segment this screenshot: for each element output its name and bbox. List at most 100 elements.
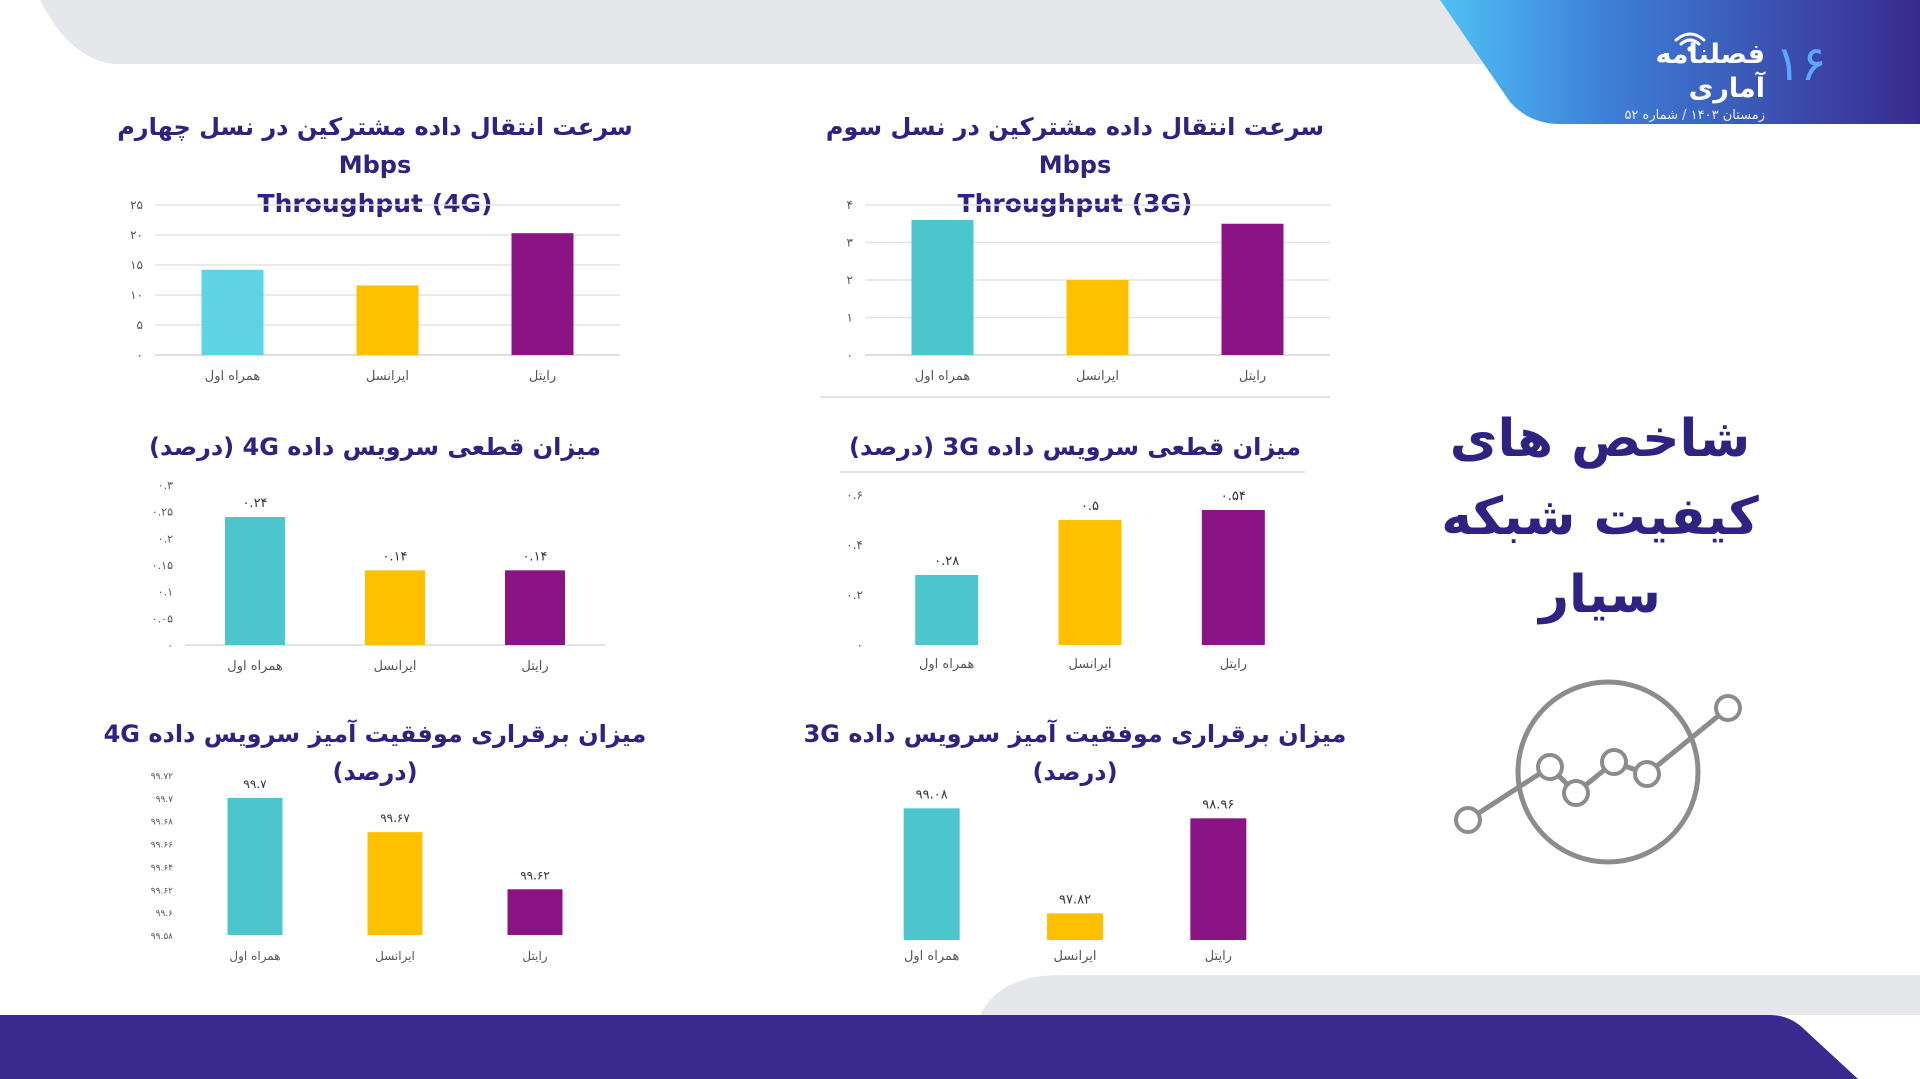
category-label: ایرانسل	[373, 659, 416, 674]
category-label: ایرانسل	[366, 369, 409, 384]
bar-2	[1066, 280, 1129, 355]
y-tick-label: ۱	[847, 311, 853, 325]
bar-3	[1221, 223, 1284, 355]
data-label: ۹۹.۷	[243, 777, 267, 791]
category-label: همراه اول	[919, 657, 975, 672]
category-label: ایرانسل	[1068, 657, 1111, 672]
issue-info: زمستان ۱۴۰۳ / شماره ۵۲	[1624, 108, 1765, 123]
chart-title-3g-outage-line1: میزان قطعی سرویس داده 3G (درصد)	[849, 433, 1301, 461]
category-label: رایتل	[1220, 657, 1247, 672]
trend-chart-icon	[1454, 679, 1742, 865]
footer-band	[0, 1015, 1858, 1079]
category-label: همراه اول	[915, 369, 971, 384]
data-label: ۰.۱۴	[522, 549, 547, 564]
chart-title-4g-throughput-line1: سرعت انتقال داده مشترکین در نسل چهارم Mb…	[117, 113, 633, 179]
chart-title-3g-throughput-line1: سرعت انتقال داده مشترکین در نسل سوم Mbps	[825, 113, 1325, 179]
y-tick-label: ۰	[857, 638, 863, 652]
bar-1	[911, 220, 974, 355]
chart-3g-throughput: ۰ ۱ ۲ ۳ ۴ همراه اول ایرانسل رایتل	[820, 198, 1330, 398]
bar-2	[365, 570, 425, 645]
y-tick-label: ۰	[167, 639, 173, 652]
bar-3	[511, 233, 574, 355]
data-label: ۹۷.۸۲	[1059, 892, 1091, 907]
category-label: همراه اول	[904, 949, 960, 964]
top-gray-band	[40, 0, 1500, 64]
y-tick-label: ۰.۲۵	[152, 506, 173, 519]
y-tick-label: ۰.۳	[158, 479, 173, 492]
bar-3	[507, 889, 563, 935]
category-label: ایرانسل	[1076, 369, 1119, 384]
data-label: ۰.۱۴	[382, 549, 407, 564]
category-label: رایتل	[522, 949, 547, 964]
y-tick-label: ۹۹.۷	[156, 795, 174, 805]
y-tick-label: ۴	[847, 198, 853, 212]
data-label: ۹۹.۶۲	[520, 868, 550, 882]
category-label: رایتل	[529, 369, 556, 384]
bar-2	[367, 832, 423, 935]
data-label: ۹۸.۹۶	[1202, 797, 1234, 812]
category-label: رایتل	[521, 659, 548, 674]
data-label: ۰.۵	[1081, 499, 1099, 514]
y-tick-label: ۵	[137, 318, 143, 332]
chart-title-4g-success-line1: میزان برقراری موفقیت آمیز سرویس داده 4G …	[103, 720, 647, 786]
data-label: ۹۹.۶۷	[380, 811, 410, 825]
bar-2	[1058, 520, 1122, 645]
y-tick-label: ۹۹.۷۲	[151, 772, 173, 782]
brand-block: فصلنامه آماری زمستان ۱۴۰۳ / شماره ۵۲	[1575, 32, 1765, 123]
chart-title-3g-outage: میزان قطعی سرویس داده 3G (درصد)	[800, 428, 1350, 466]
section-title-line-1: شاخص های	[1449, 409, 1751, 469]
chart-title-4g-success: میزان برقراری موفقیت آمیز سرویس داده 4G …	[60, 715, 690, 791]
category-label: رایتل	[1205, 949, 1232, 964]
category-label: همراه اول	[205, 369, 261, 384]
data-label: ۰.۵۴	[1221, 489, 1246, 504]
category-label: همراه اول	[229, 949, 280, 964]
chart-4g-throughput: ۰ ۵ ۱۰ ۱۵ ۲۰ ۲۵ همراه اول ایرانسل رایتل	[130, 198, 620, 384]
y-tick-label: ۲	[847, 273, 853, 287]
bar-3	[1190, 818, 1247, 940]
chart-title-4g-outage-line1: میزان قطعی سرویس داده 4G (درصد)	[149, 433, 601, 461]
y-tick-label: ۰.۲	[846, 588, 863, 602]
bar-3	[505, 570, 565, 645]
page-number: ۱۶	[1775, 36, 1827, 92]
chart-title-4g-outage: میزان قطعی سرویس داده 4G (درصد)	[100, 428, 650, 466]
data-label: ۹۹.۰۸	[916, 787, 948, 802]
y-tick-label: ۰	[847, 348, 853, 362]
category-label: همراه اول	[227, 659, 283, 674]
chart-title-3g-success: میزان برقراری موفقیت آمیز سرویس داده 3G …	[760, 715, 1390, 791]
y-tick-label: ۳	[847, 236, 854, 250]
chart-3g-success: ۹۹.۰۸ همراه اول ۹۷.۸۲ ایرانسل ۹۸.۹۶ رایتل	[903, 787, 1247, 964]
bar-2	[356, 285, 419, 355]
category-label: ایرانسل	[1053, 949, 1096, 964]
y-tick-label: ۰.۰۵	[152, 612, 173, 625]
category-label: رایتل	[1239, 369, 1266, 384]
y-tick-label: ۹۹.۶۶	[151, 841, 173, 851]
bar-1	[201, 269, 264, 355]
chart-title-4g-throughput-line2: Throughput (4G)	[257, 189, 493, 218]
bar-1	[227, 797, 283, 935]
y-tick-label: ۱۵	[130, 258, 143, 272]
y-tick-label: ۰.۶	[846, 488, 863, 502]
y-tick-label: ۰.۱۵	[152, 559, 173, 572]
y-tick-label: ۹۹.۶۲	[151, 886, 173, 896]
y-tick-label: ۰.۱	[158, 586, 173, 599]
bar-1	[903, 808, 960, 940]
y-tick-label: ۹۹.۶	[156, 909, 174, 919]
y-tick-label: ۹۹.۶۸	[151, 818, 173, 828]
wifi-icon	[1674, 32, 1706, 52]
section-title: شاخص های کیفیت شبکه سیار	[1430, 400, 1770, 634]
category-label: ایرانسل	[375, 949, 415, 964]
bottom-gray-band	[980, 975, 1920, 1015]
chart-title-3g-throughput: سرعت انتقال داده مشترکین در نسل سوم Mbps…	[800, 108, 1350, 224]
chart-3g-outage: ۰ ۰.۲ ۰.۴ ۰.۶ ۰.۲۸ همراه اول ۰.۵ ایرانسل ۰.۵۴ رای…	[840, 471, 1305, 672]
y-tick-label: ۹۹.۶۴	[151, 863, 173, 873]
chart-title-4g-throughput: سرعت انتقال داده مشترکین در نسل چهارم Mb…	[100, 108, 650, 224]
bar-3	[1201, 510, 1265, 645]
bar-1	[225, 517, 285, 645]
section-title-line-2: کیفیت شبکه	[1441, 487, 1759, 547]
y-tick-label: ۹۹.۵۸	[151, 932, 173, 942]
y-tick-label: ۲۰	[130, 228, 143, 242]
bar-1	[915, 575, 979, 645]
y-tick-label: ۰	[137, 348, 143, 362]
y-tick-label: ۱۰	[130, 288, 143, 302]
